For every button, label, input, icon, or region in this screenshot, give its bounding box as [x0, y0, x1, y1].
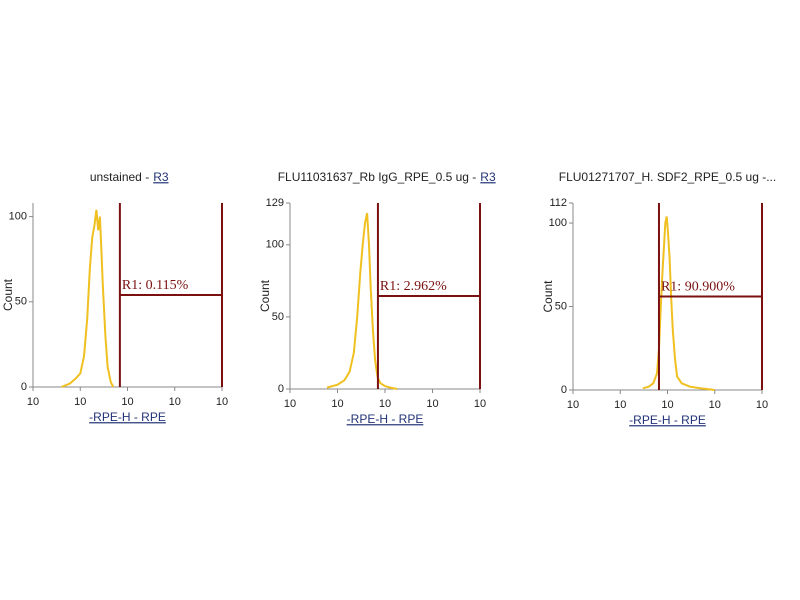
x-axis-label: -RPE-H - RPE: [347, 412, 424, 426]
x-tick-label: 10: [474, 398, 486, 410]
x-tick-label: 10: [121, 396, 133, 408]
y-tick-label: 50: [555, 300, 567, 312]
panel-title: FLU01271707_H. SDF2_RPE_0.5 ug -...: [559, 170, 776, 184]
gate-label: R1: 90.900%: [661, 280, 735, 295]
y-tick-label: 129: [266, 197, 284, 209]
x-tick-label: 10: [661, 399, 673, 411]
x-tick-label: 10: [709, 399, 721, 411]
y-axis-label: Count: [541, 280, 555, 313]
histogram-curve: [61, 209, 115, 388]
x-tick-label: 10: [331, 398, 343, 410]
y-tick-label: 50: [272, 311, 284, 323]
y-tick-label: 50: [15, 296, 27, 308]
x-tick-label: 10: [169, 396, 181, 408]
y-tick-label: 0: [21, 381, 27, 393]
y-tick-label: 0: [561, 384, 567, 396]
y-tick-label: 100: [9, 211, 27, 223]
x-tick-label: 10: [216, 396, 228, 408]
x-tick-label: 10: [27, 396, 39, 408]
histogram-curve: [326, 212, 398, 390]
x-axis-label: -RPE-H - RPE: [629, 413, 706, 427]
y-axis-label: Count: [1, 278, 15, 311]
title-link[interactable]: R3: [153, 170, 169, 184]
histogram-curve: [642, 216, 715, 391]
title-link[interactable]: R3: [480, 170, 496, 184]
y-tick-label: 100: [549, 217, 567, 229]
x-tick-label: 10: [756, 399, 768, 411]
y-tick-label: 100: [266, 239, 284, 251]
gate-label: R1: 2.962%: [380, 279, 447, 294]
y-tick-label: 112: [549, 197, 567, 209]
panel-title: FLU11031637_Rb IgG_RPE_0.5 ug -: [278, 170, 477, 184]
x-tick-label: 10: [379, 398, 391, 410]
y-axis-label: Count: [258, 279, 272, 312]
panel-title: unstained -: [90, 170, 149, 184]
y-tick-label: 0: [278, 383, 284, 395]
x-tick-label: 10: [567, 399, 579, 411]
x-tick-label: 10: [426, 398, 438, 410]
x-tick-label: 10: [284, 398, 296, 410]
x-axis-label: -RPE-H - RPE: [89, 410, 166, 424]
x-tick-label: 10: [74, 396, 86, 408]
gate-label: R1: 0.115%: [122, 278, 189, 293]
x-tick-label: 10: [614, 399, 626, 411]
